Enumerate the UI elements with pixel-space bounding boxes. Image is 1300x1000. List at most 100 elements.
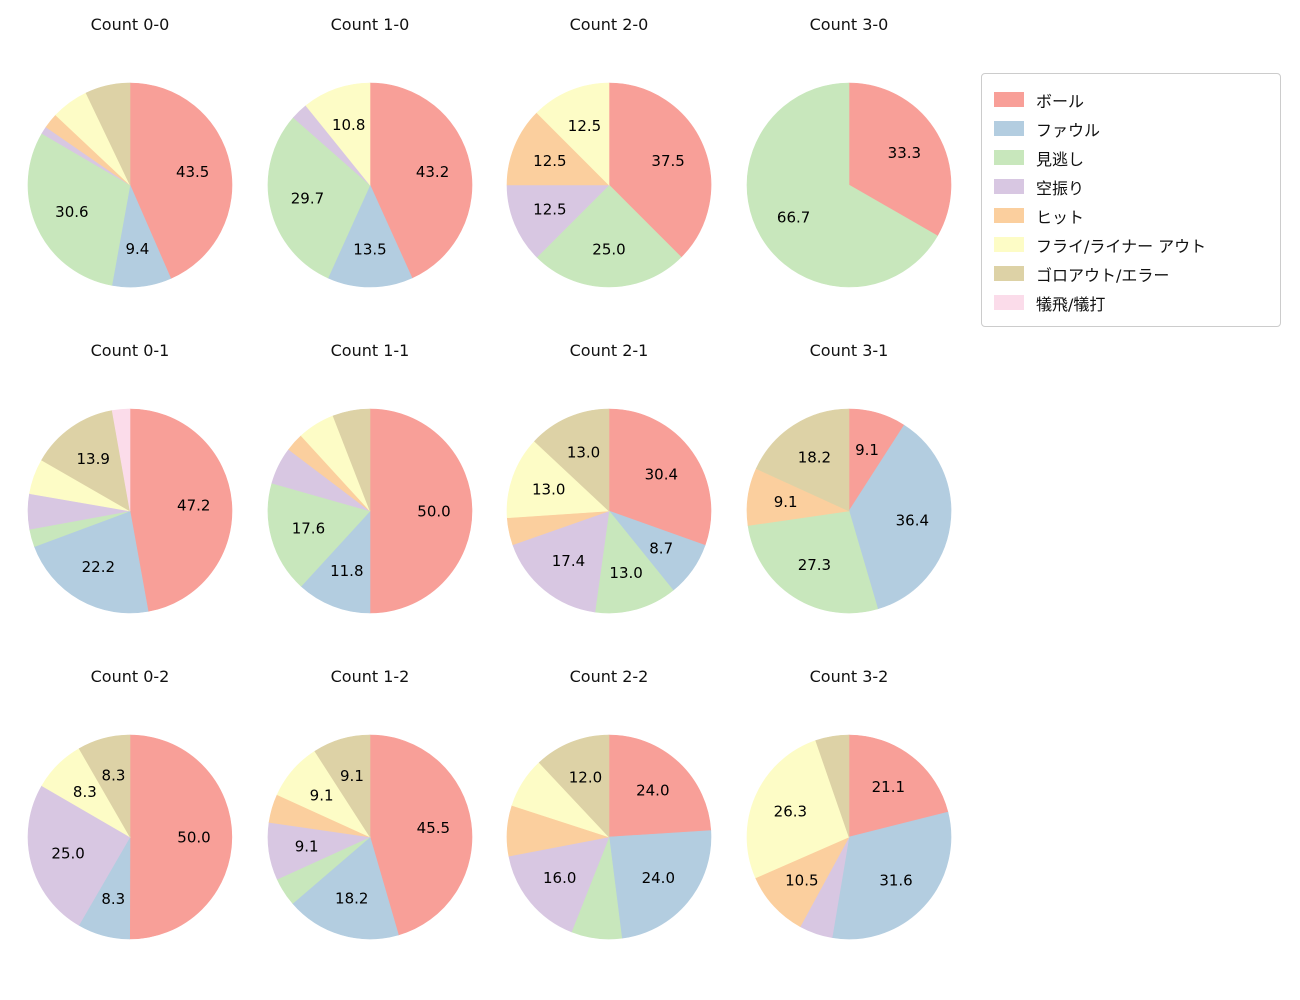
pie-slice-ball bbox=[608, 734, 712, 838]
pie-percentage-label: 13.0 bbox=[532, 481, 565, 499]
pie-percentage-label: 21.1 bbox=[872, 778, 905, 796]
pie-chart-count-0-0: Count 0-0 43.5 9.4 30.6 bbox=[10, 8, 250, 293]
legend-item-called-strike: 見逃し bbox=[994, 143, 1268, 172]
legend-item-groundout-error: ゴロアウト/エラー bbox=[994, 259, 1268, 288]
pie-svg: 47.2 22.2 13.9 bbox=[27, 408, 233, 614]
pie-slice-swinging-strike bbox=[506, 184, 610, 258]
pie-slice-groundout-error bbox=[78, 734, 131, 839]
chart-title: Count 1-2 bbox=[330, 667, 410, 686]
pie-percentage-label: 9.1 bbox=[310, 786, 334, 804]
pie-percentage-label: 37.5 bbox=[651, 152, 684, 170]
pie-slice-groundout-error bbox=[85, 82, 131, 186]
legend-item-swinging-strike: 空振り bbox=[994, 172, 1268, 201]
pie-percentage-label: 9.4 bbox=[125, 240, 149, 258]
pie-slice-called-strike bbox=[594, 510, 674, 614]
legend-swatch-sacrifice bbox=[994, 295, 1024, 310]
legend-swatch-groundout-error bbox=[994, 266, 1024, 281]
pie-slice-called-strike bbox=[27, 133, 131, 286]
pie-slice-groundout-error bbox=[41, 410, 131, 512]
pie-percentage-label: 13.5 bbox=[353, 240, 386, 258]
legend-label: 見逃し bbox=[1036, 149, 1085, 169]
pie-percentage-label: 11.8 bbox=[330, 562, 363, 580]
pie-percentage-label: 8.3 bbox=[102, 766, 126, 784]
pie-percentage-label: 22.2 bbox=[82, 558, 115, 576]
pie-percentage-label: 30.6 bbox=[55, 203, 88, 221]
pie-svg: 33.3 66.7 bbox=[746, 82, 952, 288]
pie-slice-called-strike bbox=[746, 82, 938, 288]
pie-slice-called-strike bbox=[536, 184, 682, 288]
chart-title: Count 1-0 bbox=[330, 15, 410, 34]
legend-label: ヒット bbox=[1036, 207, 1085, 227]
pie-percentage-label: 13.0 bbox=[567, 444, 600, 462]
pie-chart-count-0-1: Count 0-1 47.2 22.2 13.9 bbox=[10, 334, 250, 619]
pie-slice-ball bbox=[848, 734, 949, 838]
chart-title: Count 3-1 bbox=[809, 341, 889, 360]
pie-percentage-label: 66.7 bbox=[777, 208, 810, 226]
pie-percentage-label: 30.4 bbox=[645, 465, 678, 483]
pie-percentage-label: 24.0 bbox=[642, 869, 675, 887]
pie-percentage-label: 12.0 bbox=[569, 769, 602, 787]
pie-percentage-label: 9.1 bbox=[340, 767, 364, 785]
pie-slice-groundout-error bbox=[534, 408, 610, 512]
pie-percentage-label: 27.3 bbox=[798, 556, 831, 574]
pie-slice-fly-liner-out bbox=[305, 82, 371, 186]
pie-percentage-label: 50.0 bbox=[417, 502, 450, 520]
pie-percentage-label: 33.3 bbox=[888, 144, 921, 162]
chart-title: Count 0-1 bbox=[90, 341, 170, 360]
pie-chart-count-3-0: Count 3-0 33.3 66.7 bbox=[729, 8, 969, 293]
pie-slice-fly-liner-out bbox=[536, 82, 610, 186]
pie-chart-count-3-2: Count 3-2 21.1 31.6 10.5 26.3 bbox=[729, 660, 969, 945]
pie-svg: 21.1 31.6 10.5 26.3 bbox=[746, 734, 952, 940]
pie-svg: 9.1 36.4 27.3 9.1 18.2 bbox=[746, 408, 952, 614]
pie-slice-ball bbox=[608, 408, 712, 546]
pie-percentage-label: 29.7 bbox=[291, 190, 324, 208]
chart-title: Count 2-1 bbox=[569, 341, 649, 360]
pie-percentage-label: 16.0 bbox=[543, 869, 576, 887]
legend-item-sacrifice: 犠飛/犠打 bbox=[994, 288, 1268, 317]
pie-slice-ball bbox=[848, 82, 952, 237]
pie-percentage-label: 12.5 bbox=[533, 152, 566, 170]
pie-percentage-label: 10.8 bbox=[332, 116, 365, 134]
pie-slice-ball bbox=[369, 82, 473, 279]
pie-percentage-label: 17.6 bbox=[292, 520, 325, 538]
pie-chart-count-2-0: Count 2-0 37.5 25.0 12.5 12.5 12.5 bbox=[489, 8, 729, 293]
pie-slice-sacrifice bbox=[111, 408, 131, 512]
pie-percentage-label: 12.5 bbox=[533, 201, 566, 219]
pie-percentage-label: 13.9 bbox=[77, 450, 110, 468]
pie-chart-count-2-2: Count 2-2 24.0 24.0 16.0 12.0 bbox=[489, 660, 729, 945]
chart-title: Count 0-2 bbox=[90, 667, 170, 686]
pie-percentage-label: 10.5 bbox=[785, 872, 818, 890]
chart-title: Count 1-1 bbox=[330, 341, 410, 360]
pie-slice-swinging-strike bbox=[508, 836, 610, 933]
chart-title: Count 3-0 bbox=[809, 15, 889, 34]
pie-percentage-label: 24.0 bbox=[636, 782, 669, 800]
legend-label: ゴロアウト/エラー bbox=[1036, 265, 1170, 285]
pie-percentage-label: 43.2 bbox=[416, 163, 449, 181]
pie-svg: 30.4 8.7 13.0 17.4 13.0 13.0 bbox=[506, 408, 712, 614]
pie-slice-foul bbox=[292, 836, 399, 940]
legend-swatch-foul bbox=[994, 121, 1024, 136]
pie-percentage-label: 25.0 bbox=[592, 240, 625, 258]
pie-percentage-label: 47.2 bbox=[177, 497, 210, 515]
pie-slice-fly-liner-out bbox=[506, 440, 610, 519]
pie-chart-count-1-2: Count 1-2 45.5 18.2 9.1 9.1 9.1 bbox=[250, 660, 490, 945]
pie-slice-called-strike bbox=[267, 482, 371, 587]
legend-label: 犠飛/犠打 bbox=[1036, 294, 1106, 314]
pie-slice-groundout-error bbox=[755, 408, 850, 512]
pie-slice-groundout-error bbox=[314, 734, 371, 839]
pie-percentage-label: 8.3 bbox=[101, 890, 125, 908]
legend-item-hit: ヒット bbox=[994, 201, 1268, 230]
pie-svg: 37.525.012.512.512.5 bbox=[506, 82, 712, 288]
pie-percentage-label: 26.3 bbox=[774, 803, 807, 821]
pie-percentage-label: 36.4 bbox=[896, 511, 929, 529]
pie-slice-swinging-strike bbox=[512, 510, 610, 613]
pie-percentage-label: 45.5 bbox=[417, 819, 450, 837]
legend-swatch-ball bbox=[994, 92, 1024, 107]
pie-slice-fly-liner-out bbox=[746, 740, 850, 879]
pie-slice-ball bbox=[129, 408, 233, 612]
pie-svg: 43.5 9.4 30.6 bbox=[27, 82, 233, 288]
pie-slice-ball bbox=[608, 82, 712, 258]
legend: ボール ファウル 見逃し 空振り ヒット フライ/ライナー アウト ゴロアウト/エラー 犠飛/… bbox=[981, 73, 1281, 327]
pie-chart-count-1-0: Count 1-0 43.2 13.5 29.7 10.8 bbox=[250, 8, 490, 293]
pie-slice-ball bbox=[369, 408, 473, 614]
